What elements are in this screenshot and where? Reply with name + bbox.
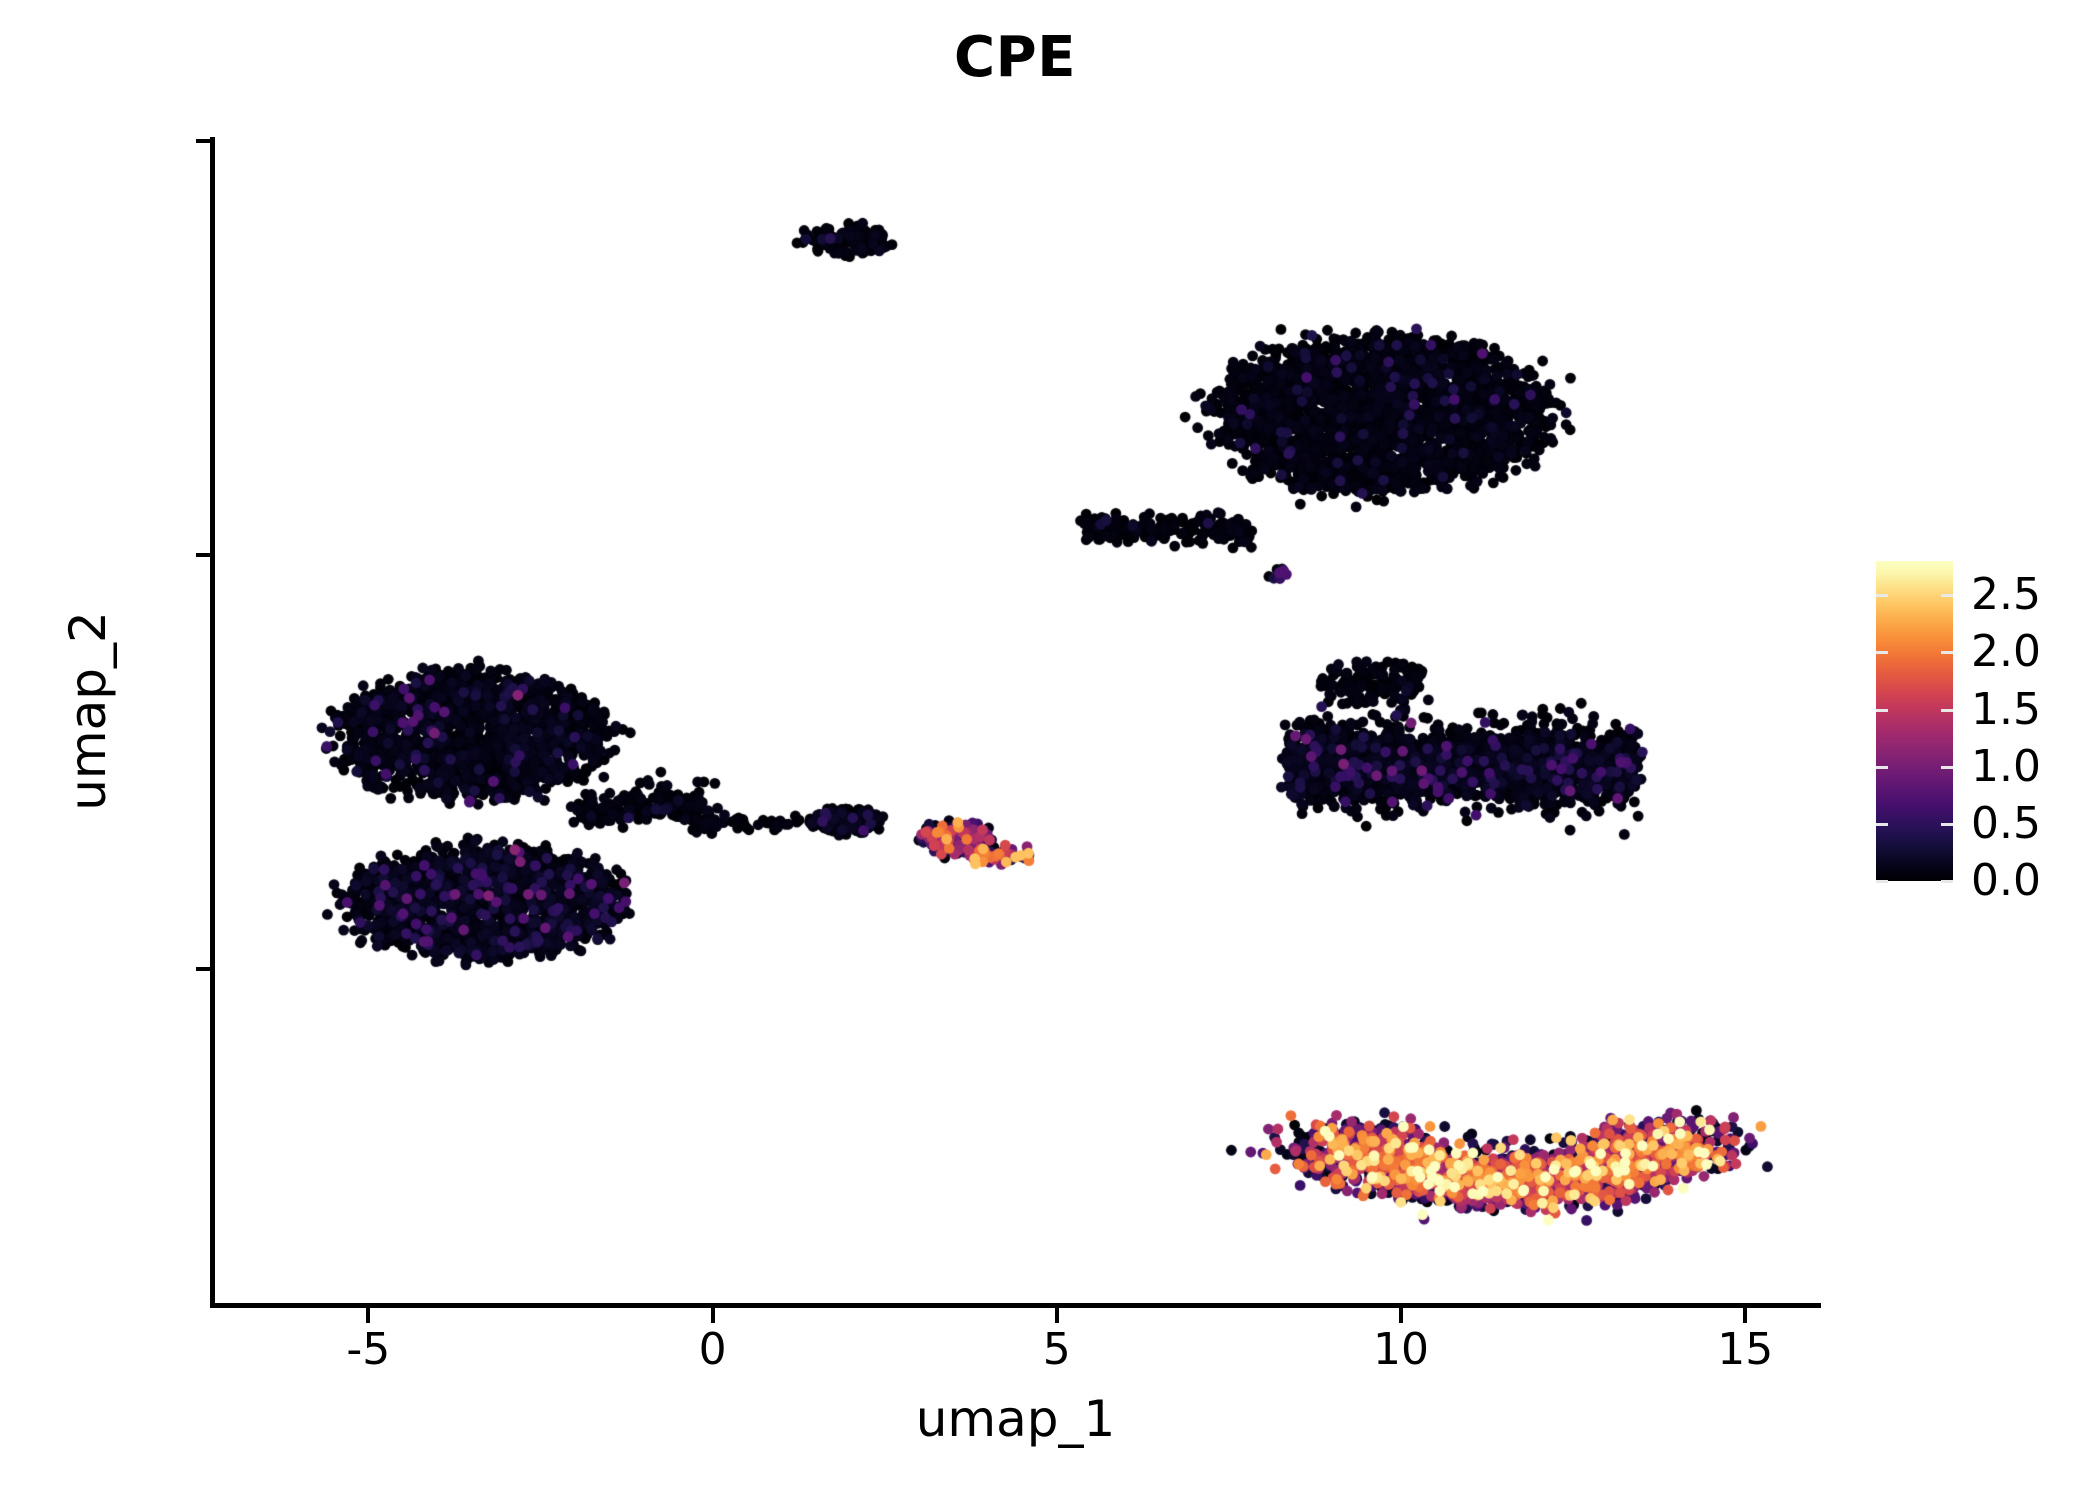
x-tick-mark [366,1308,371,1323]
y-axis-label: umap_2 [59,611,117,811]
colorbar-tick-label: 1.5 [1971,683,2041,735]
y-tick-mark [196,552,210,557]
colorbar-tick-label: 0.5 [1971,797,2041,849]
x-tick-label: 15 [1717,1324,1774,1375]
x-axis-label: umap_1 [915,1390,1116,1448]
x-tick-mark [1743,1308,1748,1323]
x-tick-label: 5 [1042,1324,1071,1375]
colorbar-tick-mark [1876,708,1888,712]
colorbar-tick-mark [1876,594,1888,598]
colorbar-tick-mark [1876,880,1888,883]
colorbar-tick-mark [1876,822,1888,826]
colorbar-tick-label: 1.0 [1971,740,2041,792]
colorbar-tick-mark [1941,708,1953,712]
colorbar-tick-mark [1941,594,1953,598]
colorbar-tick-label: 2.0 [1971,626,2041,678]
colorbar-tick-mark [1941,651,1953,655]
colorbar-tick-mark [1876,651,1888,655]
colorbar-tick-label: 2.5 [1971,569,2041,621]
colorbar-tick-mark [1876,765,1888,769]
page-title: CPE [954,25,1076,90]
x-tick-label: 0 [698,1324,727,1375]
colorbar-tick-mark [1941,765,1953,769]
x-tick-label: -5 [346,1324,391,1375]
y-tick-mark [196,966,210,971]
x-tick-mark [710,1308,715,1323]
colorbar-tick-mark [1941,880,1953,883]
y-tick-mark [196,138,210,143]
colorbar-tick-label: 0.0 [1971,855,2041,906]
colorbar-gradient [1876,561,1953,881]
axis-spine-left [210,137,215,1308]
axis-spine-bottom [210,1303,1821,1308]
x-tick-label: 10 [1373,1324,1430,1375]
colorbar-tick-mark [1941,822,1953,826]
x-tick-mark [1399,1308,1404,1323]
x-tick-mark [1054,1308,1059,1323]
scatter-plot [210,112,1821,1308]
colorbar: 0.0 0.5 1.0 1.5 2.0 2.5 [1876,561,2076,903]
